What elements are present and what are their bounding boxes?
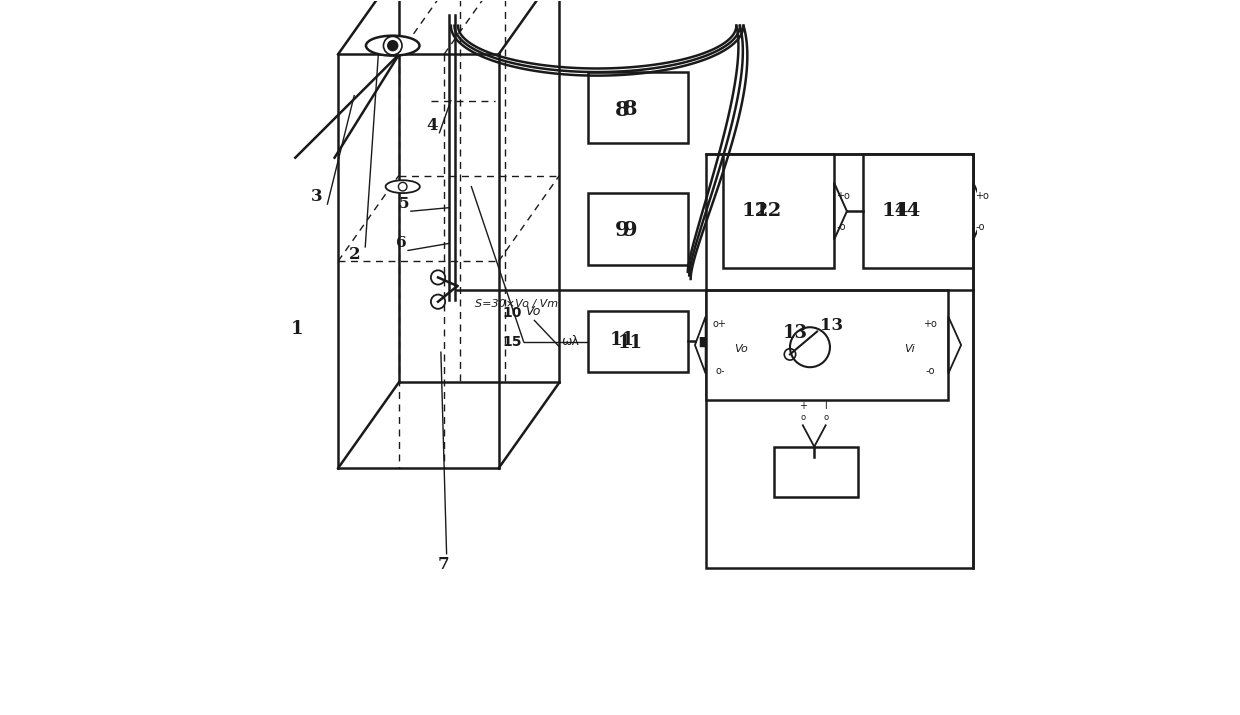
Text: 14: 14 [882, 202, 909, 220]
Text: Vo: Vo [734, 344, 748, 354]
Text: +o: +o [976, 190, 990, 200]
Text: 8: 8 [622, 99, 637, 119]
Text: 7: 7 [438, 556, 449, 573]
Text: +: + [799, 401, 807, 411]
Text: 2: 2 [348, 245, 361, 262]
Text: +o: +o [836, 190, 851, 200]
Bar [588, 193, 688, 265]
Text: -o: -o [836, 222, 846, 232]
Bar [863, 154, 973, 268]
Text: 5: 5 [398, 197, 409, 211]
Bar [706, 154, 973, 568]
Text: o: o [823, 413, 828, 423]
Text: 3: 3 [311, 189, 322, 205]
Text: 1: 1 [291, 320, 304, 338]
Text: 4: 4 [427, 117, 438, 134]
Text: S=30×Vo / Vm: S=30×Vo / Vm [475, 300, 558, 310]
Circle shape [387, 40, 398, 51]
Text: o+: o+ [713, 319, 727, 329]
Text: 6: 6 [396, 237, 407, 250]
Text: 13: 13 [820, 317, 843, 334]
Text: 12: 12 [754, 202, 781, 220]
Text: o: o [800, 413, 806, 423]
Text: 12: 12 [742, 202, 769, 220]
Text: Vo: Vo [525, 305, 541, 317]
Bar [588, 311, 688, 372]
Text: 13: 13 [782, 323, 807, 342]
Text: -o: -o [926, 365, 935, 375]
Text: 8: 8 [615, 100, 630, 120]
Text: 11: 11 [610, 330, 635, 349]
Text: ωλ: ωλ [562, 335, 579, 348]
Text: 15: 15 [502, 335, 522, 349]
Text: 14: 14 [893, 202, 920, 220]
Bar [723, 154, 835, 268]
Bar [588, 72, 688, 144]
Text: 9: 9 [615, 220, 630, 240]
Ellipse shape [386, 180, 420, 193]
Text: Vi: Vi [904, 344, 914, 354]
Text: -o: -o [976, 222, 985, 232]
Text: 11: 11 [618, 334, 642, 352]
Ellipse shape [366, 36, 419, 56]
Bar [774, 447, 858, 497]
Text: o-: o- [715, 365, 724, 375]
Text: l: l [825, 401, 827, 411]
Text: 9: 9 [622, 220, 637, 240]
Text: 10: 10 [502, 306, 522, 320]
Text: ▐▌: ▐▌ [694, 336, 711, 347]
Bar [706, 290, 949, 400]
Text: +o: +o [924, 319, 937, 329]
